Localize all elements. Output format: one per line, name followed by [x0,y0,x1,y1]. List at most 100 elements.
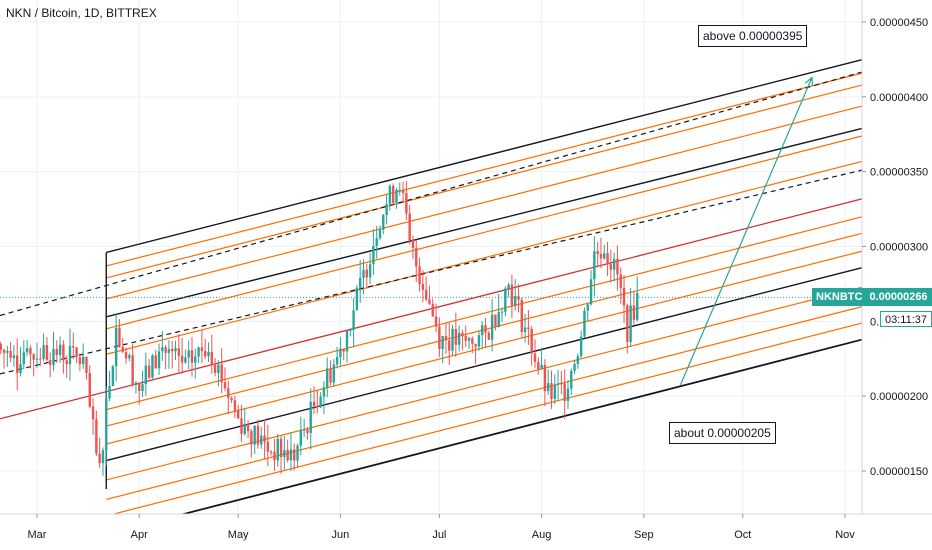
candle-down [256,425,260,445]
candle-up [114,327,118,367]
pitchfork-orange-line [106,135,863,330]
candle-up [22,352,26,365]
candle-up [174,348,177,352]
price-tick-label: 0.00000200 [870,391,928,403]
candle-down [434,316,438,327]
candle-down [421,284,425,290]
last-price-badge: 0.00000266 [865,288,932,306]
candle-down [510,284,514,306]
pitchfork-dashed-line [0,71,863,317]
price-tick-label: 0. [870,316,879,328]
price-tick-label: 0.00000400 [870,92,928,104]
candle-up [636,292,639,320]
candle-up [352,310,355,330]
candle-down [171,349,174,352]
pitchfork-orange-line [106,160,863,355]
candle-up [299,430,303,446]
candle-up [451,328,454,351]
annotation-above[interactable]: above 0.00000395 [698,25,808,47]
time-tick-label: Apr [131,529,148,541]
candle-up [12,355,16,358]
candle-down [131,355,134,386]
candle-down [619,274,622,288]
time-tick-label: May [228,529,249,541]
candle-down [418,266,421,285]
candle-up [570,371,573,389]
candle-down [329,368,332,383]
candle-down [616,258,619,275]
candle-up [593,251,596,280]
pitchfork-orange-line [106,72,863,267]
candle-up [467,338,471,341]
candle-down [527,327,530,330]
candle-up [289,449,293,461]
candle-down [240,418,243,434]
candle-down [279,438,283,458]
candle-up [161,347,164,352]
candle-up [276,438,279,461]
candle-down [269,451,273,453]
candle-down [316,406,319,408]
countdown-badge: 03:11:37 [880,311,932,327]
candle-up [378,229,382,239]
candle-down [95,419,98,454]
pitchfork-top-boundary [106,58,863,254]
candle-up [388,185,392,205]
candle-up [207,351,210,357]
candle-up [629,305,632,343]
pitchfork-orange-line [106,306,863,501]
candle-down [200,347,204,352]
candle-up [504,288,507,312]
candle-up [253,425,256,445]
candle-down [9,350,12,358]
candle-down [454,328,458,345]
pitchfork-orange-line [106,84,863,279]
time-tick-label: Jun [332,529,350,541]
candle-down [230,397,233,401]
candle-down [154,355,157,369]
candle-up [586,304,589,311]
time-tick-label: Sep [634,529,654,541]
candle-down [306,429,309,433]
candle-down [494,314,497,328]
candle-up [243,423,246,434]
candle-up [359,277,362,288]
candle-down [32,354,35,360]
price-tick-label: 0.00000450 [870,17,928,29]
candle-up [500,311,504,313]
candle-up [6,350,9,353]
candle-down [75,347,78,358]
candle-down [121,346,124,352]
candle-down [461,332,464,336]
annotation-about[interactable]: about 0.00000205 [669,422,776,444]
candle-down [65,360,68,365]
candle-up [490,314,494,340]
candle-up [345,331,349,352]
candle-up [372,245,375,265]
candle-up [368,264,372,278]
candle-down [533,353,537,362]
candle-down [293,449,296,461]
pitchfork-orange-line [106,286,863,481]
candle-down [411,240,415,248]
candle-up [319,396,322,408]
candle-up [481,325,484,336]
candle-down [147,365,151,378]
candle-down [177,348,181,356]
candle-down [250,431,253,445]
pitchfork-orange-line [106,216,863,411]
candle-down [220,364,223,383]
candle-down [464,335,467,341]
candle-down [91,406,95,420]
candle-up [111,366,115,386]
candle-up [134,382,138,386]
candle-down [560,383,563,385]
candle-up [326,368,329,388]
candle-up [576,356,580,364]
candle-down [438,326,441,349]
candle-up [395,189,398,203]
candle-up [497,311,500,328]
candle-up [540,364,543,370]
